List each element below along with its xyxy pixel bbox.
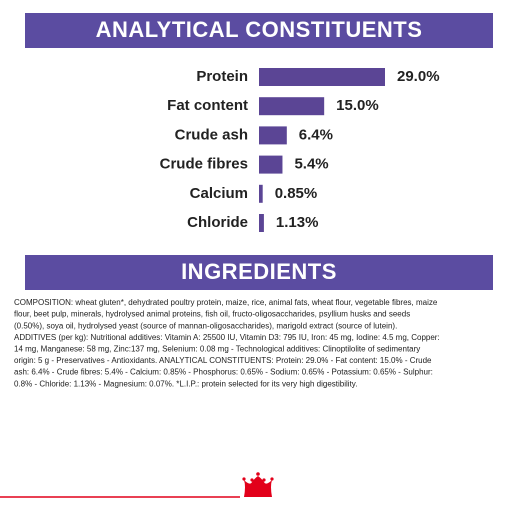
- bar: [259, 214, 264, 232]
- ingredients-title: INGREDIENTS: [181, 259, 337, 284]
- value-label: 5.4%: [294, 156, 328, 173]
- bar: [259, 68, 385, 86]
- logo: [0, 472, 492, 498]
- ingredients-line: 0.8% - Chloride: 1.13% - Magnesium: 0.07…: [14, 379, 357, 388]
- category-label: Protein: [196, 68, 248, 85]
- ingredients-line: ash: 6.4% - Crude fibres: 5.4% - Calcium…: [14, 368, 433, 377]
- ingredients-band: [25, 255, 493, 290]
- category-label: Crude fibres: [160, 156, 248, 173]
- title-band: [25, 13, 493, 48]
- bar: [259, 126, 287, 145]
- category-label: Chloride: [187, 214, 248, 231]
- ingredients-line: 14 mg, Manganese: 58 mg, Zinc:137 mg, Se…: [14, 345, 420, 354]
- value-label: 1.13%: [276, 214, 319, 231]
- chart-title: ANALYTICAL CONSTITUENTS: [96, 17, 423, 42]
- category-label: Crude ash: [175, 126, 248, 143]
- category-label: Fat content: [167, 97, 248, 114]
- bar: [259, 184, 263, 203]
- value-label: 0.85%: [275, 185, 318, 202]
- value-label: 15.0%: [336, 97, 379, 114]
- bar: [259, 97, 325, 116]
- ingredients-line: flour, beet pulp, minerals, hydrolysed a…: [14, 310, 410, 319]
- ingredients-line: (0.50%), soya oil, hydrolysed yeast (sou…: [14, 321, 397, 330]
- ingredients-line: COMPOSITION: wheat gluten*, dehydrated p…: [14, 298, 438, 307]
- ingredients-line: origin: 5 g - Preservatives - Antioxidan…: [14, 356, 432, 365]
- bar: [259, 155, 283, 174]
- category-label: Calcium: [190, 185, 248, 202]
- value-label: 29.0%: [397, 68, 440, 85]
- ingredients-line: ADDITIVES (per kg): Nutritional additive…: [14, 333, 440, 342]
- value-label: 6.4%: [299, 126, 333, 143]
